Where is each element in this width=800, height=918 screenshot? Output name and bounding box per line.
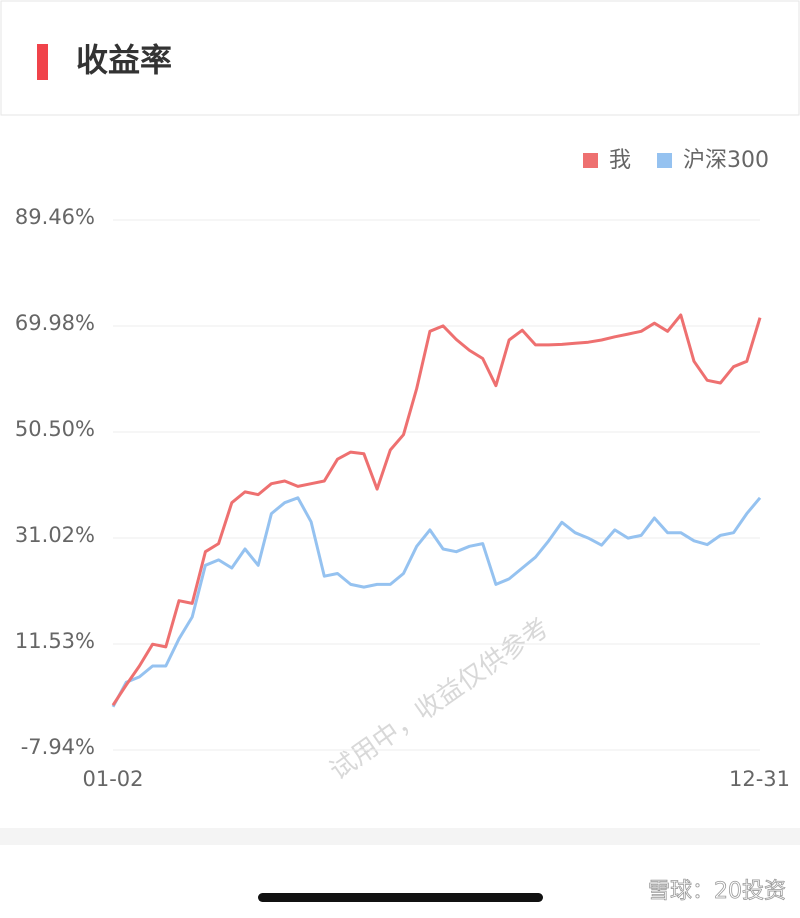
legend-swatch [657,153,673,168]
y-tick-label: 31.02% [15,523,95,547]
home-indicator [258,893,543,902]
y-tick-label: 69.98% [15,311,95,335]
x-tick-label: 01-02 [82,767,143,791]
y-tick-label: 11.53% [15,629,95,653]
legend-label: 沪深300 [683,148,769,173]
legend-swatch [583,153,598,168]
footer: 雪球：20投资 [648,879,786,904]
y-tick-label: -7.94% [21,735,95,759]
header-box [0,0,800,116]
y-tick-label: 89.46% [15,205,95,229]
series-line [111,496,762,708]
plot: -7.94% 11.53% 31.02% 50.50% 69.98% 89.46% 01-0… [15,148,790,791]
header-accent [37,44,48,80]
y-tick-label: 50.50% [15,417,95,441]
x-tick-label: 12-31 [729,767,790,791]
series-line [111,313,762,707]
watermark: 试用中，收益仅供参考 [325,613,555,787]
legend-label: 我 [609,148,631,173]
header-title: 收益率 [76,41,172,79]
separator [0,828,800,845]
